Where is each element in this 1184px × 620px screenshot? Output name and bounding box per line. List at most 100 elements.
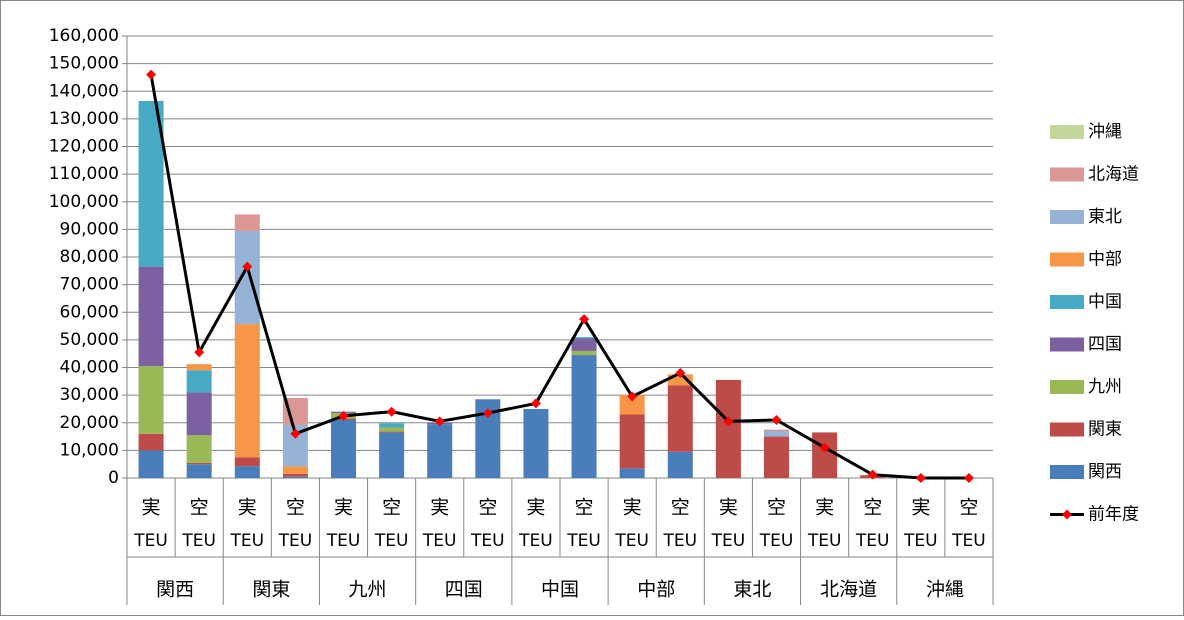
- legend-label: 中部: [1088, 250, 1122, 270]
- bar-segment: [763, 436, 790, 478]
- x-unit-label: TEU: [903, 531, 938, 551]
- x-tick-label: 空: [863, 497, 882, 519]
- x-group-label: 北海道: [820, 579, 877, 601]
- bar-segment: [379, 427, 405, 432]
- y-tick-label: 20,000: [60, 413, 119, 433]
- bar-segment: [138, 266, 164, 367]
- legend-label: 九州: [1088, 377, 1122, 397]
- legend-label: 関東: [1088, 420, 1122, 440]
- x-group-label: 東北: [733, 579, 771, 601]
- x-tick-label: 空: [767, 497, 786, 519]
- x-unit-label: TEU: [229, 531, 264, 551]
- legend-label: 四国: [1088, 335, 1122, 355]
- bar-segment: [234, 466, 260, 478]
- x-tick-label: 空: [959, 497, 978, 519]
- line-marker: [482, 408, 493, 419]
- x-tick-label: 実: [719, 497, 738, 519]
- bar-segment: [282, 473, 308, 477]
- line-marker: [242, 261, 253, 272]
- bar-segment: [763, 429, 790, 432]
- bar-segment: [186, 364, 212, 371]
- line-marker: [627, 391, 638, 402]
- bar-segment: [379, 431, 405, 433]
- x-unit-label: TEU: [662, 531, 697, 551]
- legend-label: 前年度: [1088, 505, 1139, 525]
- x-unit-label: TEU: [470, 531, 505, 551]
- line-marker: [386, 406, 397, 417]
- bar-segment: [186, 464, 212, 478]
- bar-segment: [138, 366, 164, 434]
- bar-segment: [138, 450, 164, 478]
- x-tick-label: 実: [142, 497, 161, 519]
- line-marker: [675, 368, 686, 379]
- bar-segment: [234, 457, 260, 467]
- bar-segment: [619, 468, 645, 478]
- bar-segment: [667, 374, 693, 386]
- y-tick-label: 60,000: [60, 302, 119, 322]
- bar-segment: [330, 419, 357, 478]
- bar-segment: [282, 466, 308, 474]
- y-tick-label: 0: [108, 468, 119, 488]
- legend-marker: [1062, 509, 1072, 520]
- y-tick-label: 10,000: [60, 440, 119, 460]
- y-tick-label: 120,000: [49, 137, 119, 157]
- y-tick-label: 100,000: [49, 192, 119, 212]
- x-unit-label: TEU: [181, 531, 216, 551]
- x-group-label: 中国: [541, 579, 579, 601]
- line-marker: [819, 442, 830, 453]
- x-tick-label: 実: [911, 497, 930, 519]
- line-marker: [915, 473, 926, 483]
- legend-swatch: [1050, 380, 1084, 394]
- bar-segment: [186, 392, 212, 436]
- x-tick-label: 空: [382, 497, 401, 519]
- x-unit-label: TEU: [518, 531, 553, 551]
- x-unit-label: TEU: [614, 531, 649, 551]
- y-tick-label: 160,000: [49, 26, 119, 46]
- x-group-label: 中部: [637, 579, 675, 601]
- bar-segment: [763, 431, 790, 437]
- y-tick-label: 140,000: [49, 81, 119, 101]
- y-tick-label: 90,000: [60, 219, 119, 239]
- x-unit-label: TEU: [759, 531, 794, 551]
- x-tick-label: 実: [815, 497, 834, 519]
- bar-segment: [186, 435, 212, 463]
- line-marker: [146, 69, 157, 80]
- bar-segment: [282, 476, 308, 478]
- x-group-label: 四国: [445, 579, 483, 601]
- line-marker: [723, 416, 734, 427]
- x-unit-label: TEU: [326, 531, 361, 551]
- legend-swatch: [1050, 422, 1084, 437]
- legend-swatch: [1050, 465, 1084, 479]
- x-unit-label: TEU: [951, 531, 986, 551]
- bar-segment: [234, 324, 260, 458]
- y-tick-label: 150,000: [49, 54, 119, 74]
- x-unit-label: TEU: [807, 531, 842, 551]
- bar-segment: [571, 337, 597, 339]
- line-marker: [338, 410, 349, 421]
- legend-swatch: [1050, 167, 1084, 182]
- y-tick-label: 50,000: [60, 330, 119, 350]
- legend-label: 関西: [1088, 462, 1122, 482]
- x-unit-label: TEU: [422, 531, 457, 551]
- line-marker: [530, 398, 541, 409]
- x-tick-label: 空: [671, 497, 690, 519]
- x-group-label: 沖縄: [926, 579, 964, 601]
- legend-label: 中国: [1088, 292, 1122, 312]
- legend-swatch: [1050, 252, 1084, 267]
- bar-segment: [715, 379, 741, 478]
- x-tick-label: 空: [478, 497, 497, 519]
- bar-segment: [186, 462, 212, 465]
- y-tick-label: 40,000: [60, 358, 119, 378]
- x-group-label: 九州: [349, 579, 387, 601]
- legend-label: 北海道: [1088, 165, 1139, 185]
- bar-segment: [667, 451, 693, 478]
- legend-swatch: [1050, 295, 1084, 309]
- bar-segment: [571, 350, 597, 356]
- x-tick-label: 空: [190, 497, 209, 519]
- x-group-label: 関西: [156, 579, 194, 601]
- line-marker: [867, 469, 878, 480]
- x-tick-label: 空: [286, 497, 305, 519]
- bar-segment: [186, 370, 212, 393]
- line-marker: [194, 347, 205, 358]
- legend-swatch: [1050, 125, 1084, 139]
